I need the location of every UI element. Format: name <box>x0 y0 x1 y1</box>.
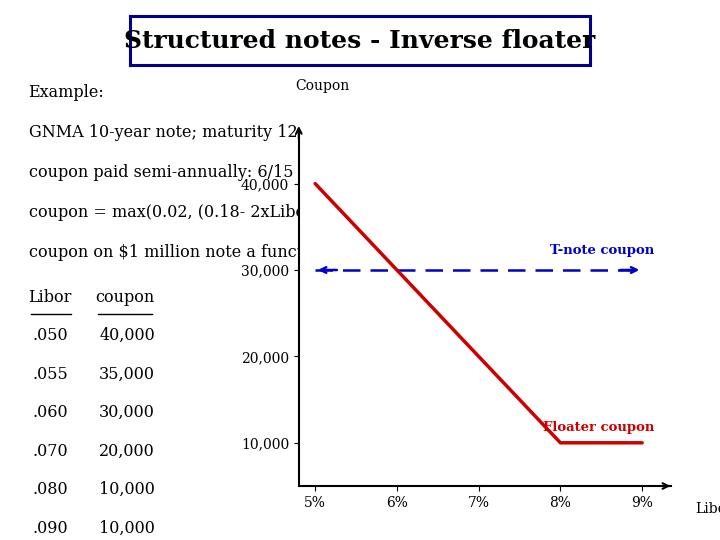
Text: .050: .050 <box>32 327 68 344</box>
Text: .090: .090 <box>32 520 68 537</box>
Text: coupon paid semi-annually: 6/15 and 12/15: coupon paid semi-annually: 6/15 and 12/1… <box>29 164 379 181</box>
Text: 30,000: 30,000 <box>99 404 155 421</box>
Text: coupon on $1 million note a function of Libor:: coupon on $1 million note a function of … <box>29 244 402 261</box>
Text: coupon: coupon <box>96 289 155 306</box>
Text: Structured notes - Inverse floater: Structured notes - Inverse floater <box>125 29 595 52</box>
Text: 20,000: 20,000 <box>99 443 155 460</box>
Text: coupon = max(0.02, (0.18- 2xLibor)) x (180/360)  x Face: coupon = max(0.02, (0.18- 2xLibor)) x (1… <box>29 204 485 221</box>
Text: .060: .060 <box>32 404 68 421</box>
Text: Coupon: Coupon <box>295 79 349 93</box>
Text: 40,000: 40,000 <box>99 327 155 344</box>
Text: Libor: Libor <box>695 502 720 516</box>
Text: Example:: Example: <box>29 84 104 102</box>
Text: .055: .055 <box>32 366 68 383</box>
Text: Floater coupon: Floater coupon <box>543 421 654 434</box>
Text: 35,000: 35,000 <box>99 366 155 383</box>
Text: 10,000: 10,000 <box>99 481 155 498</box>
Text: .080: .080 <box>32 481 68 498</box>
Text: Libor: Libor <box>29 289 72 306</box>
Text: GNMA 10-year note; maturity 12/15/07: GNMA 10-year note; maturity 12/15/07 <box>29 124 348 141</box>
Text: 10,000: 10,000 <box>99 520 155 537</box>
Text: T-note coupon: T-note coupon <box>550 244 654 257</box>
Text: .070: .070 <box>32 443 68 460</box>
